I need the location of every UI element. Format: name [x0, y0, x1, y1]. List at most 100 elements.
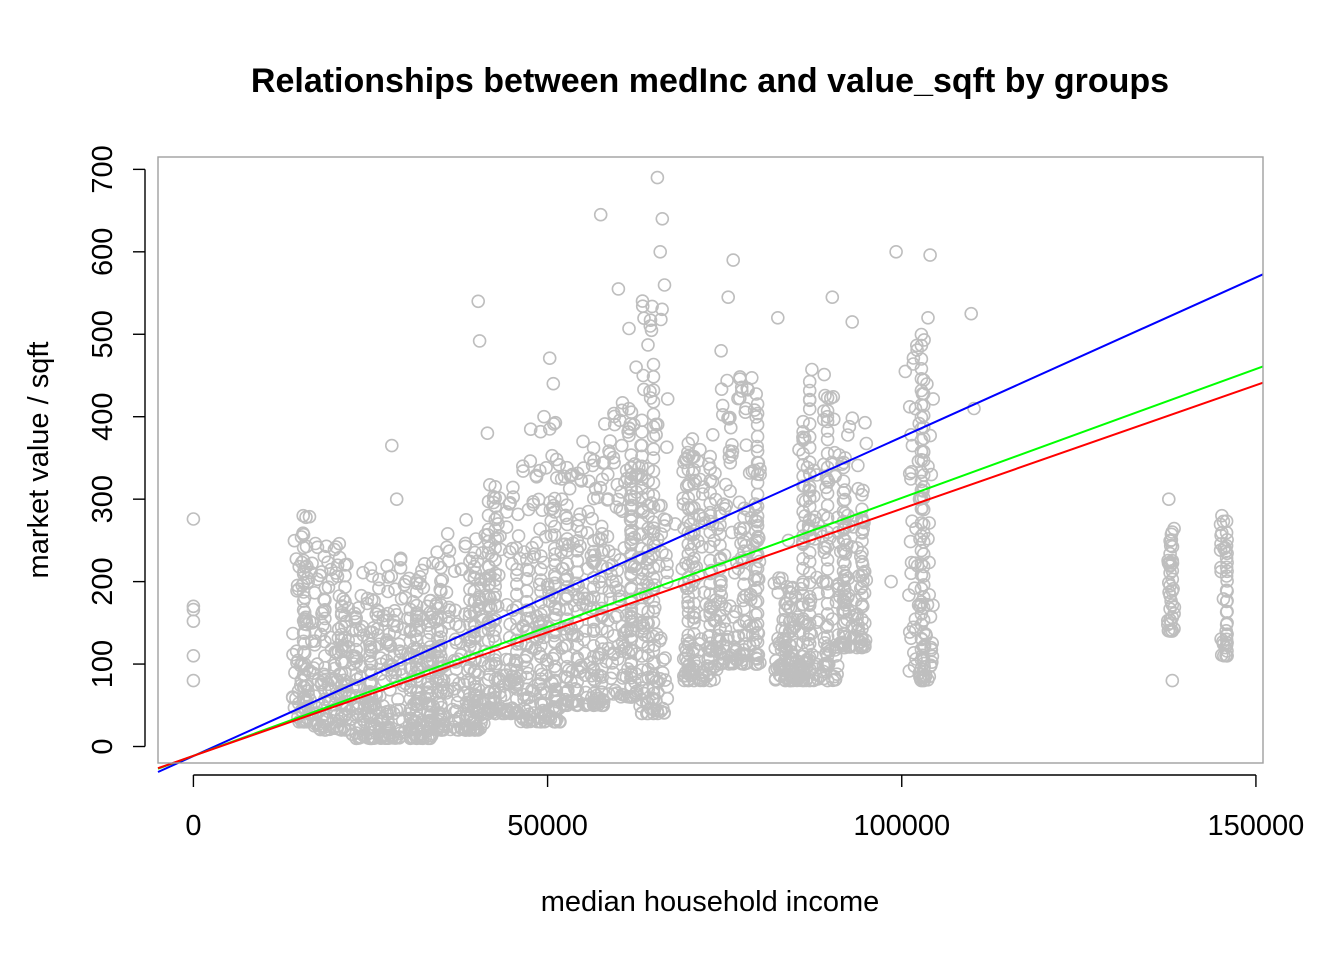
scatter-point — [624, 609, 638, 624]
scatter-point — [549, 471, 564, 485]
scatter-point — [916, 453, 931, 468]
scatter-point — [349, 611, 364, 626]
scatter-point — [750, 635, 765, 649]
scatter-point — [586, 441, 601, 455]
scatter-point — [655, 302, 669, 317]
scatter-point — [449, 617, 463, 631]
scatter-point — [641, 338, 655, 352]
scatter-point — [646, 357, 661, 372]
scatter-point — [495, 706, 510, 721]
scatter-point — [465, 551, 479, 566]
scatter-point — [845, 411, 860, 426]
scatter-point — [635, 294, 650, 308]
scatter-point — [796, 597, 810, 612]
scatter-point — [298, 560, 313, 574]
scatter-point — [467, 698, 482, 713]
scatter-point — [289, 644, 304, 659]
scatter-point — [685, 432, 700, 446]
scatter-point — [778, 613, 793, 627]
scatter-point — [828, 672, 843, 687]
scatter-point — [469, 532, 483, 546]
scatter-point — [655, 545, 669, 560]
scatter-point — [601, 687, 616, 701]
scatter-point — [519, 670, 534, 685]
scatter-point — [720, 373, 734, 388]
scatter-point — [770, 310, 785, 325]
scatter-point — [570, 637, 585, 652]
scatter-point — [467, 723, 482, 737]
scatter-point — [481, 633, 496, 648]
scatter-point — [338, 580, 352, 594]
scatter-point — [796, 649, 810, 664]
scatter-point — [721, 630, 735, 644]
scatter-point — [403, 731, 418, 746]
scatter-point — [624, 656, 638, 671]
scatter-point — [802, 616, 817, 631]
scatter-point — [421, 675, 435, 690]
scatter-point — [509, 587, 524, 602]
scatter-point — [505, 541, 520, 556]
scatter-point — [914, 516, 929, 530]
scatter-point — [430, 660, 445, 675]
y-tick-label: 500 — [87, 310, 119, 358]
scatter-point — [708, 466, 722, 481]
scatter-point — [549, 452, 564, 467]
scatter-point — [593, 207, 608, 222]
y-tick-label: 100 — [87, 640, 119, 688]
scatter-point — [778, 623, 793, 638]
scatter-point — [916, 639, 931, 654]
scatter-point — [802, 598, 817, 613]
scatter-point — [297, 612, 312, 626]
scatter-point — [403, 711, 418, 726]
scatter-point — [560, 557, 575, 571]
scatter-point — [534, 686, 548, 700]
scatter-point — [635, 672, 649, 687]
scatter-point — [802, 383, 817, 398]
scatter-point — [802, 589, 817, 604]
scatter-point — [836, 574, 851, 588]
scatter-point — [318, 723, 332, 737]
scatter-point — [635, 413, 649, 428]
scatter-point — [364, 717, 379, 731]
scatter-point — [796, 588, 810, 603]
scatter-point — [602, 584, 617, 599]
scatter-point — [594, 698, 609, 713]
scatter-point — [641, 670, 656, 685]
scatter-point — [713, 538, 727, 553]
scatter-point — [643, 391, 658, 405]
scatter-point — [388, 582, 402, 597]
scatter-point — [576, 434, 590, 449]
scatter-point — [307, 585, 322, 600]
scatter-point — [548, 714, 562, 729]
scatter-point — [560, 670, 575, 685]
scatter-point — [467, 559, 482, 574]
scatter-point — [820, 607, 835, 621]
lines-layer — [157, 273, 1264, 773]
scatter-point — [722, 657, 736, 671]
scatter-point — [1163, 534, 1177, 548]
scatter-point — [557, 469, 572, 484]
scatter-point — [1164, 558, 1178, 572]
y-axis-label: market value / sqft — [23, 342, 55, 579]
scatter-point — [586, 624, 601, 639]
scatter-point — [624, 481, 639, 496]
scatter-point — [534, 573, 548, 587]
y-tick-label: 400 — [87, 393, 119, 441]
scatter-point — [506, 480, 520, 495]
scatter-point — [855, 568, 869, 583]
scatter-point — [737, 642, 751, 657]
scatter-point — [1220, 532, 1234, 547]
scatter-point — [610, 652, 625, 666]
scatter-point — [296, 645, 311, 659]
scatter-point — [836, 474, 851, 489]
scatter-point — [641, 706, 656, 721]
scatter-point — [641, 578, 656, 593]
scatter-point — [820, 659, 835, 673]
scatter-point — [186, 673, 201, 688]
scatter-point — [607, 455, 621, 470]
scatter-point — [796, 414, 810, 429]
scatter-point — [703, 525, 718, 540]
scatter-point — [516, 712, 531, 727]
scatter-point — [310, 540, 325, 555]
scatter-point — [713, 584, 727, 599]
